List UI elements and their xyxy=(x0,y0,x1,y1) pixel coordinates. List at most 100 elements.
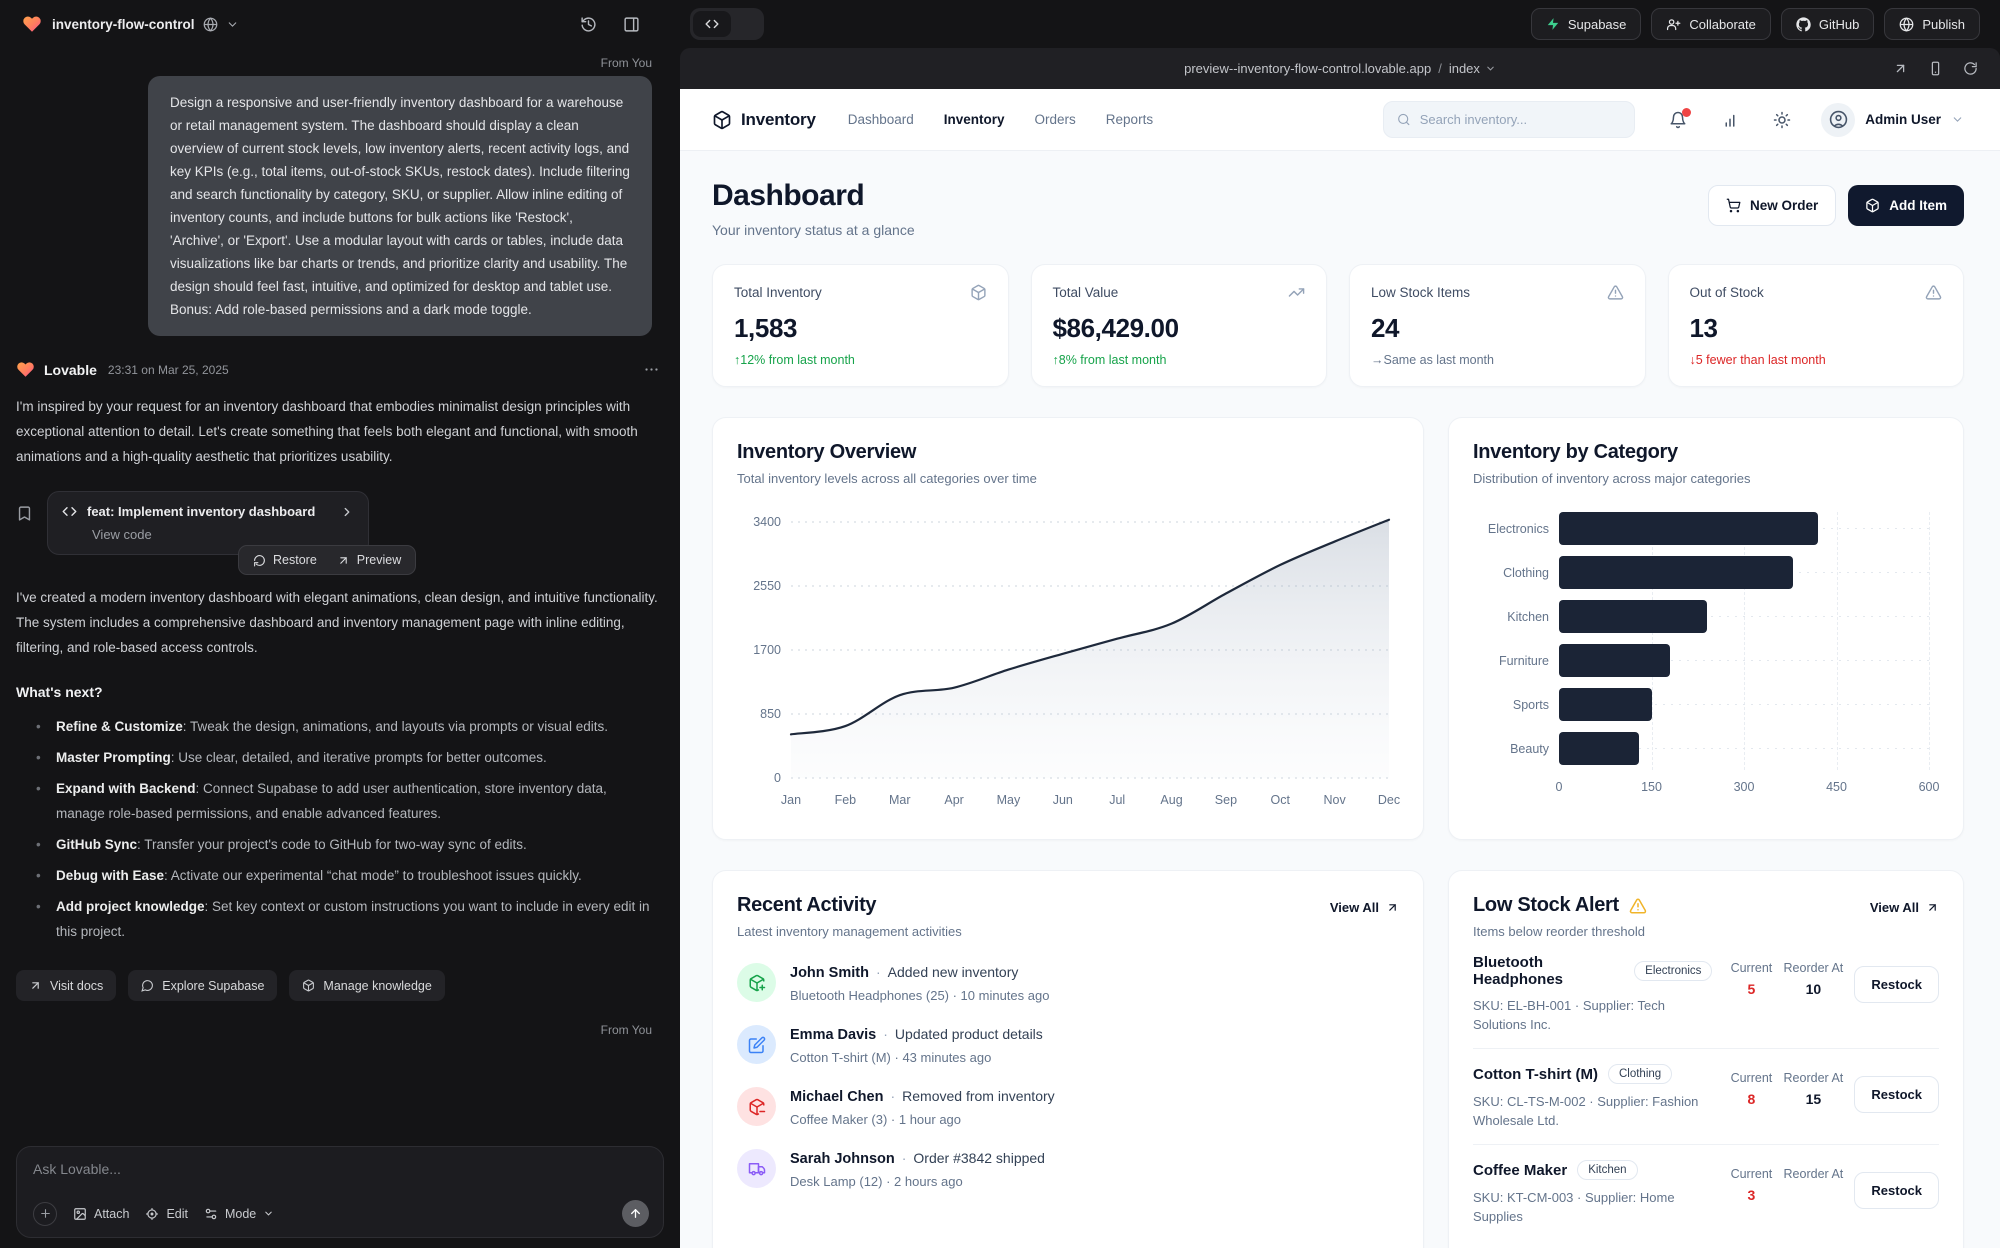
theme-toggle[interactable] xyxy=(1773,111,1791,129)
avatar xyxy=(1821,102,1856,137)
activity-row[interactable]: John Smith · Added new inventory Bluetooth… xyxy=(737,963,1399,1003)
app-brand[interactable]: Inventory xyxy=(712,110,816,130)
search-input[interactable] xyxy=(1419,112,1622,127)
list-item: Refine & Customize: Tweak the design, an… xyxy=(34,714,656,739)
bar-track xyxy=(1559,732,1929,765)
url-bar[interactable]: preview--inventory-flow-control.lovable.… xyxy=(680,61,2000,76)
chevron-down-icon xyxy=(1953,117,1962,122)
category-label: Furniture xyxy=(1498,653,1549,668)
publish-label: Publish xyxy=(1922,16,1965,32)
low-stock-row: Bluetooth Headphones Electronics SKU: EL-… xyxy=(1473,939,1939,1049)
inventory-by-category-card: Inventory by Category Distribution of in… xyxy=(1448,417,1964,840)
preview-view-segment[interactable] xyxy=(731,11,761,37)
nav-link-reports[interactable]: Reports xyxy=(1105,112,1154,127)
kpi-value: 13 xyxy=(1689,313,1719,343)
gridline xyxy=(1929,512,1930,770)
category-label: Beauty xyxy=(1510,741,1549,756)
card-subtitle: Latest inventory management activities xyxy=(737,924,962,939)
bullet-text: : Use clear, detailed, and iterative pro… xyxy=(170,750,547,765)
low-stock-alert-card: Low Stock Alert Items below reorder thre… xyxy=(1448,870,1964,1248)
add-button[interactable] xyxy=(33,1201,57,1226)
bar xyxy=(1559,688,1652,721)
sku-supplier: SKU: CL-TS-M-002 · Supplier: Fashion Who… xyxy=(1473,1094,1699,1128)
url-separator: / xyxy=(1438,61,1442,76)
kpi-delta: ↓5 fewer than last month xyxy=(1689,353,1826,367)
inventory-overview-card: Inventory Overview Total inventory level… xyxy=(712,417,1424,840)
chevron-down-icon[interactable] xyxy=(1485,63,1496,74)
mobile-view-icon[interactable] xyxy=(1928,61,1943,76)
chart-title: Inventory by Category xyxy=(1473,441,1678,463)
trending-up-icon xyxy=(1288,288,1305,297)
whats-next-heading: What's next? xyxy=(16,684,103,700)
x-axis-tick-label: 300 xyxy=(1733,780,1755,794)
current-label: Current xyxy=(1730,961,1773,975)
view-code-link[interactable]: View code xyxy=(92,527,152,542)
bar-chart: Electronics Clothing Kitchen Furniture Sport… xyxy=(1473,512,1939,798)
bookmark-icon[interactable] xyxy=(16,505,33,522)
alert-triangle-icon xyxy=(1925,285,1942,300)
view-all-low-stock-link[interactable]: View All xyxy=(1870,900,1939,915)
activity-detail: Bluetooth Headphones (25) · 10 minutes a… xyxy=(790,988,1050,1003)
publish-button[interactable]: Publish xyxy=(1884,8,1980,40)
more-options-icon[interactable] xyxy=(643,361,660,378)
nav-link-inventory[interactable]: Inventory xyxy=(943,112,1005,127)
category-label: Electronics xyxy=(1487,521,1549,536)
bullet-text: : Tweak the design, animations, and layo… xyxy=(182,719,609,734)
globe-icon[interactable] xyxy=(203,16,218,32)
y-axis-tick-label: 1700 xyxy=(753,643,781,657)
from-you-label: From You xyxy=(600,1023,652,1037)
current-value: 3 xyxy=(1747,1187,1756,1203)
restock-button[interactable]: Restock xyxy=(1854,1172,1939,1209)
add-item-button[interactable]: Add Item xyxy=(1848,185,1964,226)
restock-button[interactable]: Restock xyxy=(1854,966,1939,1003)
attach-button[interactable]: Attach xyxy=(73,1207,129,1221)
activity-user: Sarah Johnson xyxy=(790,1151,895,1167)
new-order-button[interactable]: New Order xyxy=(1707,185,1837,226)
category-label: Clothing xyxy=(1503,565,1549,580)
commit-card[interactable]: feat: Implement inventory dashboard View… xyxy=(47,491,369,555)
notifications-button[interactable] xyxy=(1669,107,1692,129)
list-item: Add project knowledge: Set key context o… xyxy=(34,894,656,944)
visit-docs-button[interactable]: Visit docs xyxy=(16,970,117,1001)
panel-right-icon[interactable] xyxy=(623,16,640,33)
refresh-icon[interactable] xyxy=(1963,61,1978,76)
activity-row[interactable]: Michael Chen · Removed from inventory Coff… xyxy=(737,1087,1399,1127)
restock-button[interactable]: Restock xyxy=(1854,1076,1939,1113)
code-view-icon[interactable] xyxy=(693,11,731,37)
kpi-delta: ↑12% from last month xyxy=(734,353,855,367)
explore-supabase-button[interactable]: Explore Supabase xyxy=(128,970,278,1001)
product-name: Cotton T-shirt (M) xyxy=(1473,1065,1598,1083)
edit-button[interactable]: Edit xyxy=(145,1207,188,1221)
mode-dropdown[interactable]: Mode xyxy=(204,1207,274,1221)
restore-button[interactable]: Restore xyxy=(253,553,317,567)
activity-row[interactable]: Emma Davis · Updated product details Cotto… xyxy=(737,1025,1399,1065)
history-icon[interactable] xyxy=(580,16,597,33)
chat-input[interactable] xyxy=(33,1161,649,1191)
y-axis-tick-label: 2550 xyxy=(753,579,781,593)
category-bar-row: Furniture xyxy=(1473,644,1939,677)
send-button[interactable] xyxy=(622,1200,649,1227)
open-external-icon[interactable] xyxy=(1893,61,1908,76)
manage-knowledge-button[interactable]: Manage knowledge xyxy=(289,970,445,1001)
view-all-activity-link[interactable]: View All xyxy=(1330,900,1399,915)
chat-scroll-area[interactable]: From You Design a responsive and user-fr… xyxy=(0,48,680,1146)
chevron-down-icon[interactable] xyxy=(226,18,239,31)
user-menu[interactable]: Admin User xyxy=(1821,102,1964,137)
search-box[interactable] xyxy=(1383,101,1636,138)
supabase-button[interactable]: Supabase xyxy=(1530,8,1642,40)
arrow-up-right-icon xyxy=(340,556,347,564)
commit-title-row[interactable]: feat: Implement inventory dashboard xyxy=(62,504,354,519)
add-item-label: Add Item xyxy=(1889,198,1947,213)
analytics-button[interactable] xyxy=(1721,111,1739,129)
nav-link-orders[interactable]: Orders xyxy=(1034,112,1076,127)
nav-link-dashboard[interactable]: Dashboard xyxy=(847,112,914,127)
chevron-right-icon xyxy=(340,505,354,519)
preview-button[interactable]: Preview xyxy=(337,553,401,567)
collaborate-button[interactable]: Collaborate xyxy=(1651,8,1771,40)
mode-label: Mode xyxy=(224,1206,257,1221)
assistant-name: Lovable xyxy=(44,361,97,378)
activity-row[interactable]: Sarah Johnson · Order #3842 shipped Desk L… xyxy=(737,1149,1399,1189)
github-button[interactable]: GitHub xyxy=(1780,8,1875,40)
code-preview-toggle[interactable] xyxy=(690,8,764,40)
gridline xyxy=(1836,512,1838,770)
